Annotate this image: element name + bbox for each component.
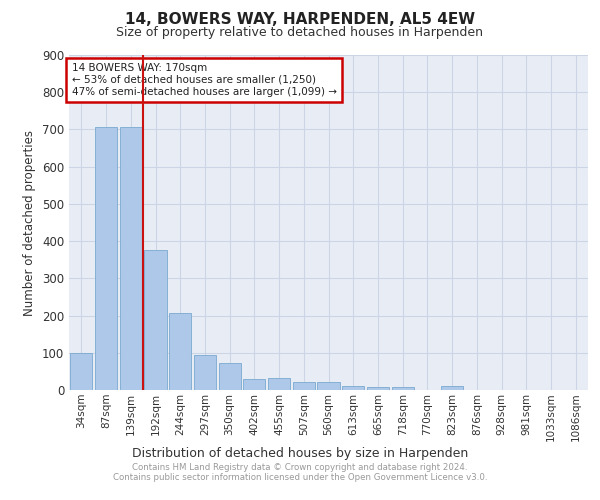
Text: 14 BOWERS WAY: 170sqm
← 53% of detached houses are smaller (1,250)
47% of semi-d: 14 BOWERS WAY: 170sqm ← 53% of detached …	[71, 64, 337, 96]
Bar	[145, 250, 167, 390]
Text: Size of property relative to detached houses in Harpenden: Size of property relative to detached ho…	[116, 26, 484, 39]
Bar	[392, 387, 414, 390]
Y-axis label: Number of detached properties: Number of detached properties	[23, 130, 37, 316]
Text: 14, BOWERS WAY, HARPENDEN, AL5 4EW: 14, BOWERS WAY, HARPENDEN, AL5 4EW	[125, 12, 475, 28]
Bar	[119, 127, 142, 390]
Bar	[367, 387, 389, 390]
Bar	[194, 354, 216, 390]
Bar	[293, 382, 315, 390]
Bar	[268, 378, 290, 390]
Bar	[243, 379, 265, 390]
Bar	[441, 386, 463, 390]
Text: Contains HM Land Registry data © Crown copyright and database right 2024.
Contai: Contains HM Land Registry data © Crown c…	[113, 463, 487, 482]
Bar	[342, 386, 364, 390]
Bar	[218, 363, 241, 390]
Bar	[70, 353, 92, 390]
Bar	[317, 382, 340, 390]
Bar	[169, 313, 191, 390]
Bar	[95, 127, 117, 390]
Text: Distribution of detached houses by size in Harpenden: Distribution of detached houses by size …	[132, 448, 468, 460]
